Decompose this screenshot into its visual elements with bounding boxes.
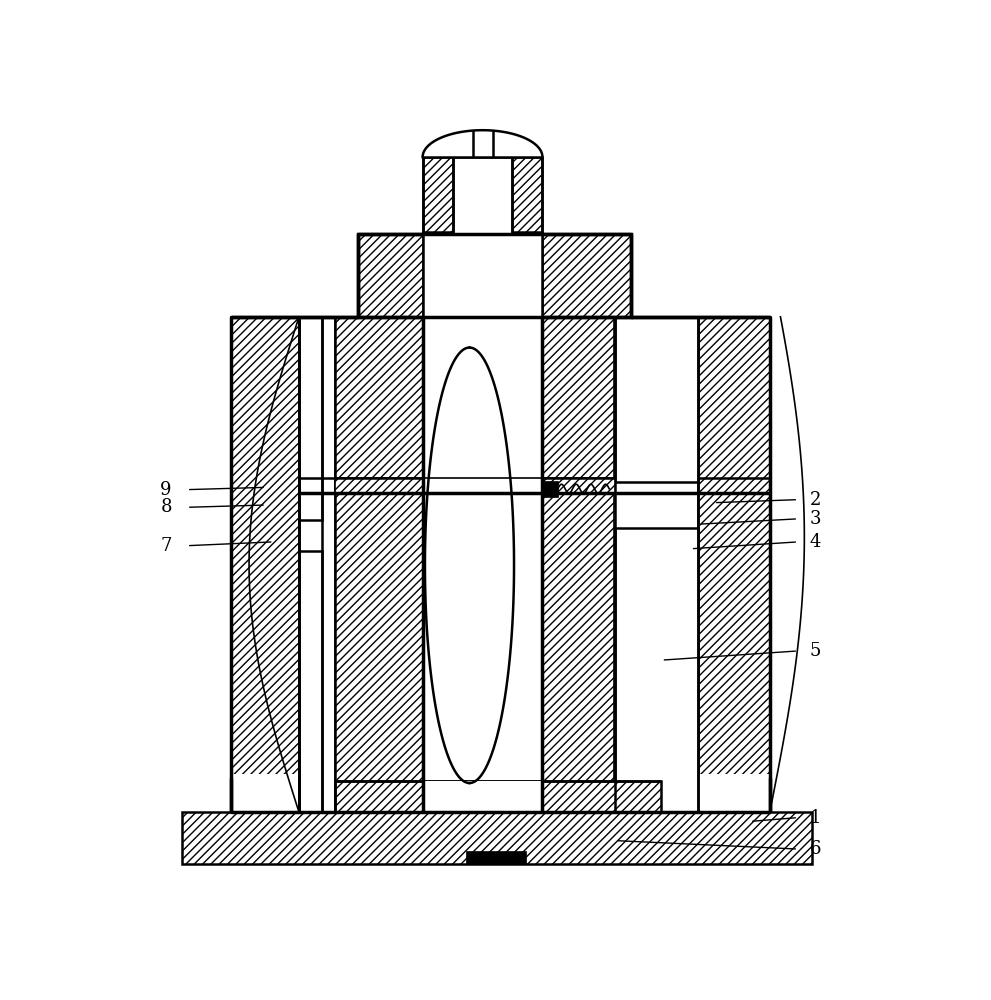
Bar: [542, 478, 615, 493]
Bar: [542, 317, 613, 812]
Bar: [232, 317, 299, 778]
Bar: [335, 317, 423, 812]
Bar: [232, 778, 757, 812]
Text: 4: 4: [810, 533, 821, 551]
Bar: [699, 317, 770, 778]
Bar: [423, 234, 542, 317]
Bar: [453, 157, 512, 234]
Text: 7: 7: [161, 537, 171, 555]
Bar: [335, 478, 423, 493]
Text: 6: 6: [810, 840, 821, 858]
Bar: [299, 551, 322, 812]
Bar: [335, 781, 662, 812]
Text: 3: 3: [810, 510, 821, 528]
Bar: [466, 851, 525, 864]
Bar: [615, 528, 699, 812]
Bar: [423, 317, 542, 812]
Bar: [423, 317, 542, 459]
Bar: [474, 126, 493, 157]
Text: 8: 8: [161, 498, 171, 516]
Polygon shape: [422, 130, 542, 157]
Bar: [182, 812, 812, 864]
Bar: [299, 317, 322, 520]
Bar: [232, 317, 299, 778]
Bar: [358, 234, 630, 317]
Text: 2: 2: [810, 491, 821, 509]
Bar: [232, 317, 299, 778]
Bar: [232, 317, 770, 812]
Text: 1: 1: [810, 809, 821, 827]
Bar: [423, 781, 542, 812]
Bar: [423, 232, 542, 317]
Bar: [615, 317, 699, 482]
Bar: [541, 481, 558, 497]
Bar: [423, 157, 542, 234]
Text: 5: 5: [810, 642, 821, 660]
Bar: [699, 317, 770, 778]
Bar: [423, 478, 542, 493]
Text: 9: 9: [161, 481, 171, 499]
Bar: [232, 774, 770, 812]
